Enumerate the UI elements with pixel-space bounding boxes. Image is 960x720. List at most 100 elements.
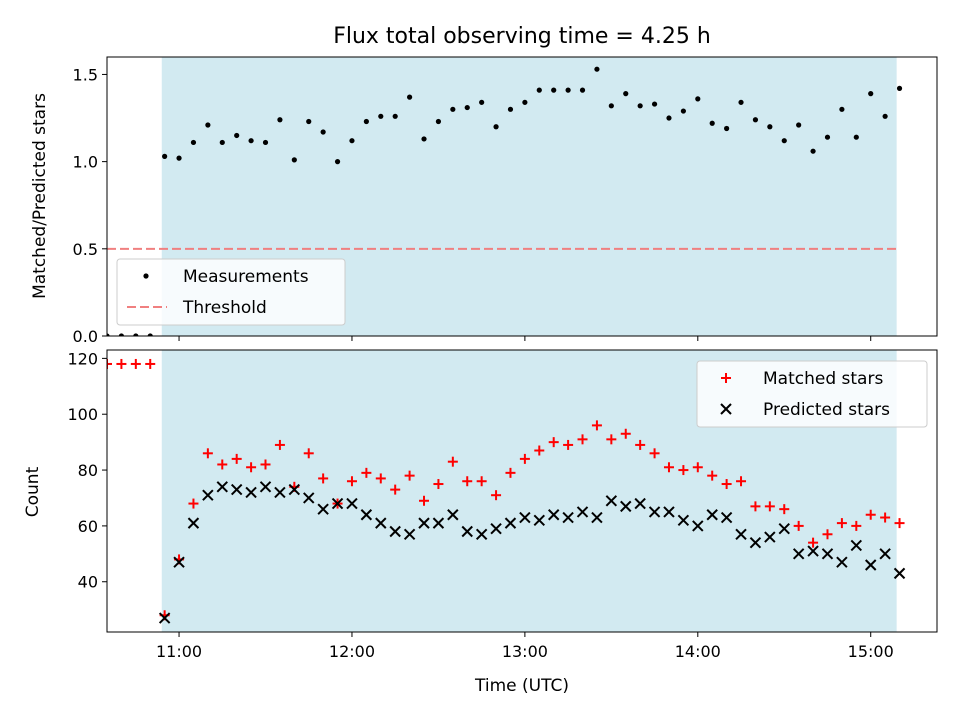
measurement-point — [306, 118, 312, 125]
measurement-point — [176, 155, 182, 161]
predicted-star-point — [836, 556, 848, 568]
matched-star-point — [678, 465, 689, 476]
legend-label: Matched stars — [763, 369, 883, 389]
measurement-point — [378, 113, 384, 119]
matched-star-point — [736, 476, 747, 487]
matched-star-point — [635, 439, 646, 450]
predicted-star-point — [720, 511, 733, 524]
bottom-y-tick-label: 120 — [67, 349, 98, 368]
matched-star-point — [433, 479, 444, 490]
measurement-point — [651, 101, 658, 107]
matched-star-point — [822, 529, 833, 540]
matched-star-point — [764, 501, 775, 512]
predicted-star-point — [158, 612, 171, 624]
measurement-point — [118, 333, 125, 336]
top-y-axis-label: Matched/Predicted stars — [30, 93, 50, 299]
predicted-star-point — [764, 531, 776, 543]
matched-star-point — [534, 445, 545, 456]
matched-star-point — [346, 476, 357, 487]
measurement-point — [522, 99, 528, 105]
measurement-point — [479, 99, 485, 105]
predicted-star-point — [792, 548, 805, 560]
matched-star-point — [188, 498, 199, 509]
measurement-point — [781, 138, 787, 144]
matched-star-point — [318, 473, 329, 484]
measurement-point — [709, 120, 715, 126]
matched-star-point — [145, 358, 156, 369]
measurement-point — [493, 124, 499, 130]
matched-star-point — [836, 518, 847, 529]
matched-star-point — [462, 476, 473, 487]
bottom-axes-frame — [106, 349, 938, 633]
measurement-point — [464, 104, 470, 111]
measurement-point — [205, 122, 211, 128]
measurement-point — [147, 333, 153, 336]
predicted-star-point — [865, 559, 877, 571]
matched-star-point — [231, 453, 242, 464]
predicted-star-point — [576, 506, 589, 518]
measurement-point — [349, 138, 355, 144]
legend-label: Threshold — [182, 298, 267, 318]
measurement-point — [608, 103, 614, 109]
x-tick-label: 11:00 — [156, 642, 202, 661]
top-panel-ratio: 0.0 0.5 1.0 1.5 Measurements Threshold — [73, 56, 938, 346]
predicted-star-point — [735, 528, 747, 540]
x-tick-label: 14:00 — [675, 642, 721, 661]
bottom-legend: Matched stars Predicted stars — [696, 360, 928, 428]
matched-star-point — [649, 448, 660, 459]
top-y-tick-label: 0.5 — [73, 240, 98, 259]
matched-star-point — [491, 490, 502, 501]
measurement-point — [896, 85, 903, 91]
predicted-star-point — [245, 486, 257, 499]
matched-star-point — [808, 537, 819, 548]
matched-star-point — [707, 470, 718, 481]
measurement-point — [680, 108, 686, 114]
legend-label: Predicted stars — [763, 400, 890, 420]
measurement-point — [853, 134, 859, 140]
matched-star-point — [519, 453, 530, 464]
matched-star-point — [361, 467, 372, 478]
matched-star-point — [548, 437, 559, 448]
matched-star-point — [116, 358, 127, 369]
bottom-y-tick-label: 60 — [78, 517, 98, 536]
predicted-star-point — [288, 483, 301, 496]
predicted-star-point — [562, 511, 574, 524]
measurement-point — [133, 333, 139, 336]
matched-star-point — [577, 434, 588, 445]
predicted-star-point — [202, 489, 214, 501]
matched-star-point — [303, 448, 314, 459]
predicted-star-point — [706, 509, 718, 521]
matched-star-point — [260, 459, 271, 470]
matched-star-point — [202, 448, 213, 459]
matched-star-point — [390, 484, 401, 495]
measurement-point — [363, 118, 369, 125]
measurement-point — [536, 87, 542, 93]
bottom-y-tick-label: 80 — [78, 461, 98, 480]
predicted-star-point — [274, 486, 286, 499]
predicted-star-point — [821, 548, 834, 560]
measurement-point — [882, 113, 888, 119]
measurement-point — [162, 153, 168, 159]
predicted-star-point — [418, 517, 430, 529]
measurement-point — [248, 138, 254, 144]
top-y-tick-label: 1.0 — [73, 153, 98, 172]
x-tick-label: 13:00 — [502, 642, 548, 661]
predicted-star-point — [461, 525, 473, 538]
predicted-star-point — [533, 514, 545, 527]
predicted-star-point — [375, 517, 387, 529]
measurement-point — [637, 103, 643, 109]
bottom-plot-marks — [107, 358, 906, 624]
measurement-point — [450, 106, 456, 112]
predicted-star-point — [187, 517, 200, 529]
legend-entry: Measurements — [143, 267, 309, 287]
bottom-y-tick-label: 100 — [67, 405, 98, 424]
predicted-star-point — [677, 514, 690, 527]
predicted-star-point — [475, 528, 488, 540]
predicted-star-point — [331, 497, 344, 510]
measurement-point — [262, 139, 269, 146]
measurement-point — [190, 139, 197, 146]
matched-star-point — [217, 459, 228, 470]
measurement-point — [435, 118, 442, 125]
measurement-point — [767, 124, 773, 130]
matched-star-point — [865, 509, 876, 520]
